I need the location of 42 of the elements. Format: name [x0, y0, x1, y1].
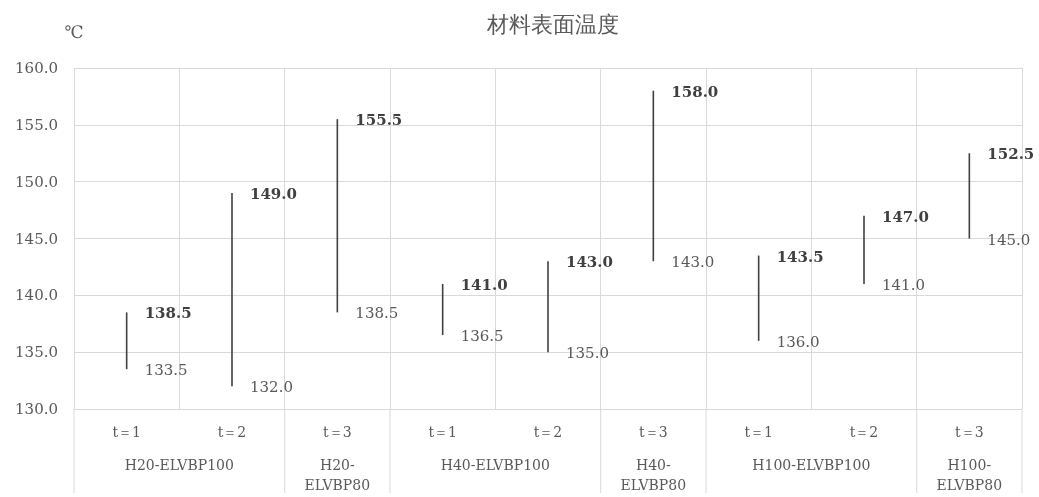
- annotation: 136.5: [460, 327, 504, 346]
- text: H40-ELVBP100: [440, 457, 550, 473]
- text: H20-ELVBP80: [304, 457, 371, 493]
- annotation: 143.0: [566, 253, 613, 272]
- annotation: 136.0: [776, 332, 820, 351]
- y-tick-label: 140.0: [15, 286, 58, 305]
- y-tick-label: 155.0: [15, 115, 58, 134]
- x-tick-label: t＝3: [955, 424, 984, 440]
- x-tick-label: t＝3: [323, 424, 352, 440]
- text: H20-ELVBP100: [124, 457, 234, 473]
- annotation: 152.5: [987, 145, 1035, 164]
- annotation: 138.5: [355, 304, 399, 323]
- y-tick-label: 130.0: [15, 400, 58, 418]
- x-tick-label: t＝1: [744, 424, 773, 440]
- annotation: 138.5: [144, 304, 192, 323]
- chart-title: 材料表面温度: [486, 11, 619, 37]
- x-tick-label: t＝3: [639, 424, 668, 440]
- y-tick-label: 145.0: [15, 229, 58, 248]
- annotation: 147.0: [882, 207, 929, 226]
- annotation: 132.0: [250, 378, 293, 397]
- y-tick-label: 150.0: [15, 172, 58, 191]
- x-tick-label: t＝2: [533, 424, 563, 440]
- annotation: 149.0: [250, 185, 297, 204]
- y-tick-label: 160.0: [15, 59, 58, 77]
- x-tick-label: t＝2: [849, 424, 879, 440]
- annotation: 155.5: [355, 111, 403, 130]
- y-tick-label: 135.0: [15, 343, 58, 362]
- x-tick-label: t＝1: [428, 424, 457, 440]
- text: H100-ELVBP80: [936, 457, 1003, 493]
- annotation: 133.5: [144, 361, 188, 380]
- annotation: 143.0: [671, 253, 715, 272]
- annotation: 141.0: [460, 275, 508, 294]
- y-axis-title: ℃: [64, 21, 84, 42]
- annotation: 145.0: [987, 230, 1031, 249]
- annotation: 143.5: [776, 247, 824, 266]
- text: H100-ELVBP100: [752, 457, 871, 473]
- x-tick-label: t＝1: [112, 424, 141, 440]
- x-tick-label: t＝2: [217, 424, 247, 440]
- text: H40-ELVBP80: [620, 457, 687, 493]
- annotation: 141.0: [882, 275, 925, 294]
- annotation: 135.0: [566, 344, 609, 363]
- annotation: 158.0: [671, 82, 719, 101]
